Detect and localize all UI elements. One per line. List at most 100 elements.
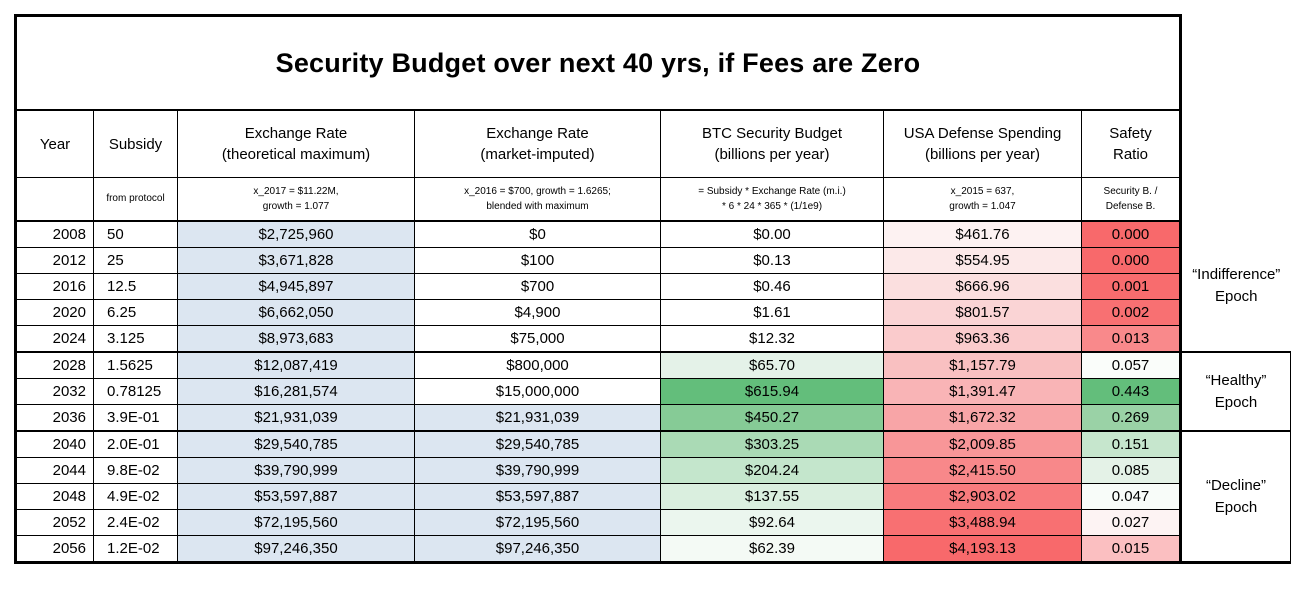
cell-safety-2056: 0.015 (1081, 535, 1182, 564)
cell-ex_max-2052: $72,195,560 (177, 509, 415, 536)
cell-year-2044: 2044 (14, 457, 94, 484)
column-header-year: Year (14, 109, 94, 178)
header-spacer (1180, 110, 1291, 178)
cell-ex_max-2016: $4,945,897 (177, 273, 415, 300)
cell-safety-2016: 0.001 (1081, 273, 1182, 300)
cell-defense-2052: $3,488.94 (883, 509, 1082, 536)
column-header-budget: BTC Security Budget (billions per year) (660, 109, 884, 178)
table-row-2044: 2044 9.8E-02 $39,790,999 $39,790,999 $204.24… (14, 457, 1291, 484)
cell-defense-2024: $963.36 (883, 325, 1082, 353)
cell-year-2028: 2028 (14, 351, 94, 379)
cell-year-2008: 2008 (14, 220, 94, 248)
column-subheaders-row: from protocol x_2017 = $11.22M, growth = … (14, 177, 1291, 222)
cell-ex_mi-2036: $21,931,039 (414, 404, 661, 432)
cell-subsidy-2048: 4.9E-02 (93, 483, 178, 510)
cell-defense-2056: $4,193.13 (883, 535, 1082, 564)
column-subheader-budget: = Subsidy * Exchange Rate (m.i.) * 6 * 2… (660, 177, 884, 222)
cell-budget-2020: $1.61 (660, 299, 884, 326)
column-subheader-safety: Security B. / Defense B. (1081, 177, 1182, 222)
cell-ex_max-2012: $3,671,828 (177, 247, 415, 274)
cell-defense-2028: $1,157.79 (883, 351, 1082, 379)
table-row-2020: 2020 6.25 $6,662,050 $4,900 $1.61 $801.57 0.00… (14, 299, 1291, 326)
subheader-spacer (1180, 177, 1291, 221)
cell-budget-2016: $0.46 (660, 273, 884, 300)
cell-ex_mi-2024: $75,000 (414, 325, 661, 353)
cell-ex_mi-2048: $53,597,887 (414, 483, 661, 510)
cell-year-2040: 2040 (14, 430, 94, 458)
column-subheader-ex_mi: x_2016 = $700, growth = 1.6265; blended … (414, 177, 661, 222)
cell-subsidy-2016: 12.5 (93, 273, 178, 300)
cell-year-2020: 2020 (14, 299, 94, 326)
cell-year-2056: 2056 (14, 535, 94, 564)
column-header-subsidy: Subsidy (93, 109, 178, 178)
table-row-2028: 2028 1.5625 $12,087,419 $800,000 $65.70 $1,15… (14, 351, 1291, 432)
cell-ex_max-2032: $16,281,574 (177, 378, 415, 405)
table-row-2040: 2040 2.0E-01 $29,540,785 $29,540,785 $303.25… (14, 430, 1291, 564)
cell-subsidy-2032: 0.78125 (93, 378, 178, 405)
cell-year-2012: 2012 (14, 247, 94, 274)
security-budget-sheet: Security Budget over next 40 yrs, if Fee… (14, 14, 1291, 564)
cell-year-2052: 2052 (14, 509, 94, 536)
cell-budget-2024: $12.32 (660, 325, 884, 353)
cell-ex_mi-2028: $800,000 (414, 351, 661, 379)
column-header-safety: Safety Ratio (1081, 109, 1182, 178)
cell-defense-2020: $801.57 (883, 299, 1082, 326)
epoch-label-indifference: “Indifference” Epoch (1179, 221, 1291, 353)
cell-defense-2032: $1,391.47 (883, 378, 1082, 405)
cell-budget-2048: $137.55 (660, 483, 884, 510)
cell-ex_mi-2008: $0 (414, 220, 661, 248)
table-body: 2008 50 $2,725,960 $0 $0.00 $461.76 0.000 “Indi… (14, 220, 1291, 564)
title-spacer (1180, 15, 1291, 110)
cell-year-2024: 2024 (14, 325, 94, 353)
cell-subsidy-2008: 50 (93, 220, 178, 248)
cell-ex_mi-2032: $15,000,000 (414, 378, 661, 405)
cell-defense-2040: $2,009.85 (883, 430, 1082, 458)
cell-budget-2044: $204.24 (660, 457, 884, 484)
cell-safety-2040: 0.151 (1081, 430, 1182, 458)
cell-safety-2024: 0.013 (1081, 325, 1182, 353)
cell-subsidy-2028: 1.5625 (93, 351, 178, 379)
cell-safety-2032: 0.443 (1081, 378, 1182, 405)
cell-ex_max-2036: $21,931,039 (177, 404, 415, 432)
security-budget-table: Security Budget over next 40 yrs, if Fee… (14, 14, 1291, 564)
title-row: Security Budget over next 40 yrs, if Fee… (14, 14, 1291, 111)
epoch-label-healthy: “Healthy” Epoch (1179, 352, 1291, 432)
cell-ex_max-2024: $8,973,683 (177, 325, 415, 353)
cell-ex_max-2040: $29,540,785 (177, 430, 415, 458)
cell-subsidy-2012: 25 (93, 247, 178, 274)
cell-ex_max-2008: $2,725,960 (177, 220, 415, 248)
table-row-2048: 2048 4.9E-02 $53,597,887 $53,597,887 $137.55… (14, 483, 1291, 510)
table-row-2056: 2056 1.2E-02 $97,246,350 $97,246,350 $62.39 $… (14, 535, 1291, 564)
cell-defense-2048: $2,903.02 (883, 483, 1082, 510)
cell-subsidy-2044: 9.8E-02 (93, 457, 178, 484)
cell-subsidy-2024: 3.125 (93, 325, 178, 353)
cell-budget-2056: $62.39 (660, 535, 884, 564)
cell-ex_mi-2012: $100 (414, 247, 661, 274)
table-row-2052: 2052 2.4E-02 $72,195,560 $72,195,560 $92.64 $… (14, 509, 1291, 536)
cell-defense-2044: $2,415.50 (883, 457, 1082, 484)
table-row-2008: 2008 50 $2,725,960 $0 $0.00 $461.76 0.000 “Indi… (14, 220, 1291, 353)
table-row-2012: 2012 25 $3,671,828 $100 $0.13 $554.95 0.000 (14, 247, 1291, 274)
table-row-2036: 2036 3.9E-01 $21,931,039 $21,931,039 $450.27… (14, 404, 1291, 432)
cell-year-2036: 2036 (14, 404, 94, 432)
cell-budget-2040: $303.25 (660, 430, 884, 458)
table-row-2016: 2016 12.5 $4,945,897 $700 $0.46 $666.96 0.001 (14, 273, 1291, 300)
page-title: Security Budget over next 40 yrs, if Fee… (14, 14, 1182, 111)
cell-ex_mi-2052: $72,195,560 (414, 509, 661, 536)
cell-safety-2052: 0.027 (1081, 509, 1182, 536)
cell-subsidy-2040: 2.0E-01 (93, 430, 178, 458)
cell-defense-2036: $1,672.32 (883, 404, 1082, 432)
cell-year-2032: 2032 (14, 378, 94, 405)
cell-ex_max-2020: $6,662,050 (177, 299, 415, 326)
cell-ex_max-2028: $12,087,419 (177, 351, 415, 379)
cell-budget-2052: $92.64 (660, 509, 884, 536)
cell-budget-2012: $0.13 (660, 247, 884, 274)
table-row-2024: 2024 3.125 $8,973,683 $75,000 $12.32 $963.36 0… (14, 325, 1291, 353)
cell-budget-2032: $615.94 (660, 378, 884, 405)
cell-ex_max-2056: $97,246,350 (177, 535, 415, 564)
cell-ex_mi-2044: $39,790,999 (414, 457, 661, 484)
epoch-label-decline: “Decline” Epoch (1179, 431, 1291, 564)
column-subheader-ex_max: x_2017 = $11.22M, growth = 1.077 (177, 177, 415, 222)
cell-ex_max-2048: $53,597,887 (177, 483, 415, 510)
cell-subsidy-2052: 2.4E-02 (93, 509, 178, 536)
